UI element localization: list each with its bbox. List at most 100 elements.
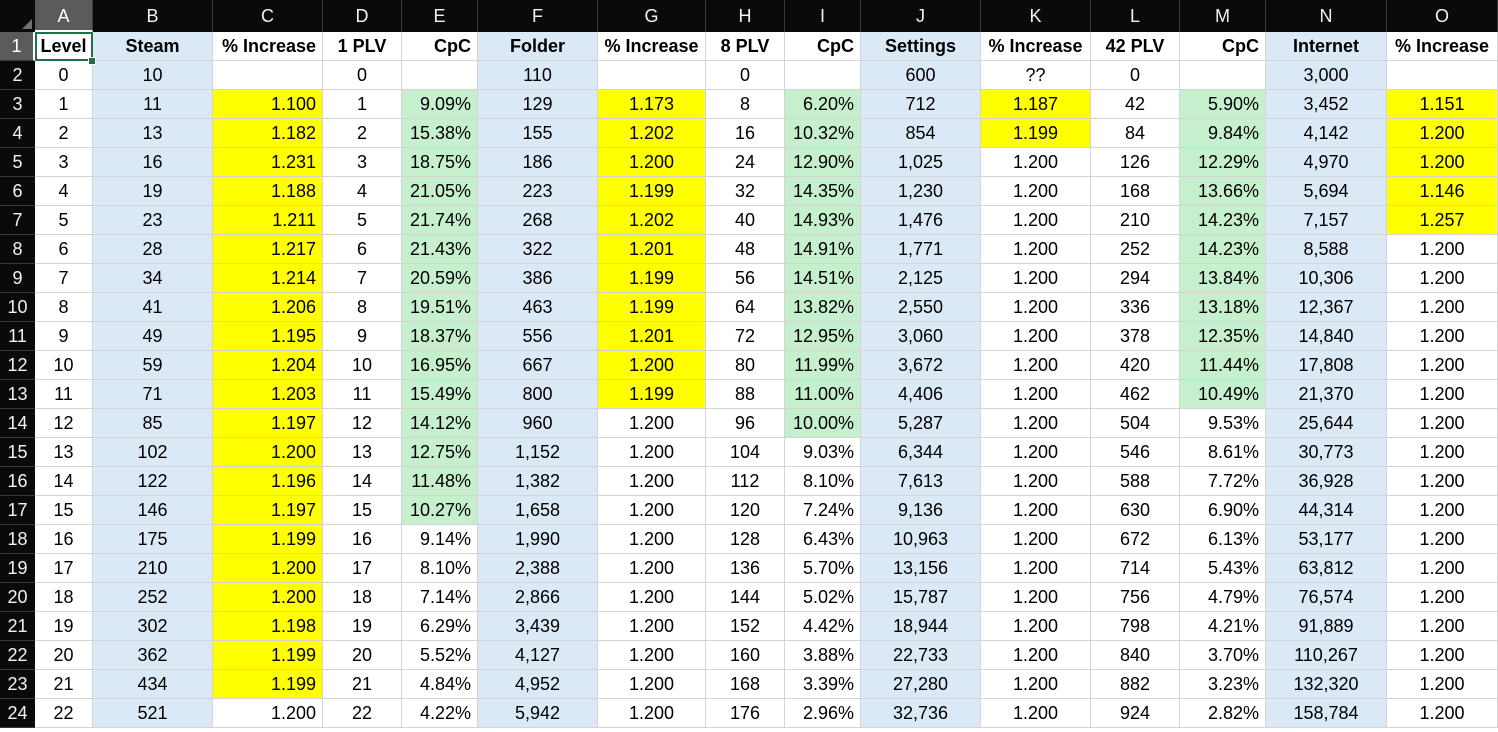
cell-j6[interactable]: 1,230	[861, 177, 981, 206]
column-header-c[interactable]: C	[213, 0, 323, 32]
cell-g18[interactable]: 1.200	[598, 525, 706, 554]
cell-m18[interactable]: 6.13%	[1180, 525, 1266, 554]
row-header-17[interactable]: 17	[0, 496, 35, 525]
cell-c18[interactable]: 1.199	[213, 525, 323, 554]
cell-e8[interactable]: 21.43%	[402, 235, 478, 264]
cell-d10[interactable]: 8	[323, 293, 402, 322]
cell-b2[interactable]: 10	[93, 61, 213, 90]
cell-d6[interactable]: 4	[323, 177, 402, 206]
cell-f19[interactable]: 2,388	[478, 554, 598, 583]
cell-o13[interactable]: 1.200	[1387, 380, 1498, 409]
cell-a12[interactable]: 10	[35, 351, 93, 380]
cell-m24[interactable]: 2.82%	[1180, 699, 1266, 728]
cell-l12[interactable]: 420	[1091, 351, 1180, 380]
cell-c21[interactable]: 1.198	[213, 612, 323, 641]
cell-b17[interactable]: 146	[93, 496, 213, 525]
cell-o17[interactable]: 1.200	[1387, 496, 1498, 525]
cell-a1[interactable]: Level	[35, 32, 93, 61]
cell-i13[interactable]: 11.00%	[785, 380, 861, 409]
cell-j18[interactable]: 10,963	[861, 525, 981, 554]
cell-b23[interactable]: 434	[93, 670, 213, 699]
cell-i6[interactable]: 14.35%	[785, 177, 861, 206]
cell-b11[interactable]: 49	[93, 322, 213, 351]
cell-d1[interactable]: 1 PLV	[323, 32, 402, 61]
cell-h19[interactable]: 136	[706, 554, 785, 583]
cell-f4[interactable]: 155	[478, 119, 598, 148]
cell-n15[interactable]: 30,773	[1266, 438, 1387, 467]
cell-h22[interactable]: 160	[706, 641, 785, 670]
cell-a14[interactable]: 12	[35, 409, 93, 438]
cell-c24[interactable]: 1.200	[213, 699, 323, 728]
cell-h24[interactable]: 176	[706, 699, 785, 728]
cell-e15[interactable]: 12.75%	[402, 438, 478, 467]
cell-m9[interactable]: 13.84%	[1180, 264, 1266, 293]
cell-g14[interactable]: 1.200	[598, 409, 706, 438]
cell-h9[interactable]: 56	[706, 264, 785, 293]
cell-j21[interactable]: 18,944	[861, 612, 981, 641]
cell-m1[interactable]: CpC	[1180, 32, 1266, 61]
cell-b4[interactable]: 13	[93, 119, 213, 148]
cell-i8[interactable]: 14.91%	[785, 235, 861, 264]
cell-g15[interactable]: 1.200	[598, 438, 706, 467]
cell-f9[interactable]: 386	[478, 264, 598, 293]
cell-c6[interactable]: 1.188	[213, 177, 323, 206]
cell-k6[interactable]: 1.200	[981, 177, 1091, 206]
cell-b19[interactable]: 210	[93, 554, 213, 583]
cell-o6[interactable]: 1.146	[1387, 177, 1498, 206]
cell-e3[interactable]: 9.09%	[402, 90, 478, 119]
cell-a5[interactable]: 3	[35, 148, 93, 177]
cell-i20[interactable]: 5.02%	[785, 583, 861, 612]
cell-g11[interactable]: 1.201	[598, 322, 706, 351]
cell-i22[interactable]: 3.88%	[785, 641, 861, 670]
cell-o24[interactable]: 1.200	[1387, 699, 1498, 728]
cell-j11[interactable]: 3,060	[861, 322, 981, 351]
cell-n5[interactable]: 4,970	[1266, 148, 1387, 177]
cell-c20[interactable]: 1.200	[213, 583, 323, 612]
cell-a22[interactable]: 20	[35, 641, 93, 670]
cell-e21[interactable]: 6.29%	[402, 612, 478, 641]
cell-g4[interactable]: 1.202	[598, 119, 706, 148]
cell-c2[interactable]	[213, 61, 323, 90]
row-header-23[interactable]: 23	[0, 670, 35, 699]
cell-a21[interactable]: 19	[35, 612, 93, 641]
cell-b13[interactable]: 71	[93, 380, 213, 409]
cell-j9[interactable]: 2,125	[861, 264, 981, 293]
column-header-f[interactable]: F	[478, 0, 598, 32]
cell-d9[interactable]: 7	[323, 264, 402, 293]
cell-h21[interactable]: 152	[706, 612, 785, 641]
cell-k23[interactable]: 1.200	[981, 670, 1091, 699]
row-header-10[interactable]: 10	[0, 293, 35, 322]
cell-b10[interactable]: 41	[93, 293, 213, 322]
cell-m5[interactable]: 12.29%	[1180, 148, 1266, 177]
cell-j8[interactable]: 1,771	[861, 235, 981, 264]
cell-g1[interactable]: % Increase	[598, 32, 706, 61]
cell-l6[interactable]: 168	[1091, 177, 1180, 206]
cell-d23[interactable]: 21	[323, 670, 402, 699]
cell-k22[interactable]: 1.200	[981, 641, 1091, 670]
cell-k7[interactable]: 1.200	[981, 206, 1091, 235]
cell-l4[interactable]: 84	[1091, 119, 1180, 148]
cell-a20[interactable]: 18	[35, 583, 93, 612]
cell-g16[interactable]: 1.200	[598, 467, 706, 496]
cell-c3[interactable]: 1.100	[213, 90, 323, 119]
cell-m21[interactable]: 4.21%	[1180, 612, 1266, 641]
cell-i2[interactable]	[785, 61, 861, 90]
cell-k4[interactable]: 1.199	[981, 119, 1091, 148]
cell-m7[interactable]: 14.23%	[1180, 206, 1266, 235]
cell-g5[interactable]: 1.200	[598, 148, 706, 177]
column-header-m[interactable]: M	[1180, 0, 1266, 32]
cell-g6[interactable]: 1.199	[598, 177, 706, 206]
cell-h13[interactable]: 88	[706, 380, 785, 409]
cell-b8[interactable]: 28	[93, 235, 213, 264]
cell-k9[interactable]: 1.200	[981, 264, 1091, 293]
cell-l9[interactable]: 294	[1091, 264, 1180, 293]
cell-n18[interactable]: 53,177	[1266, 525, 1387, 554]
cell-j22[interactable]: 22,733	[861, 641, 981, 670]
cell-f2[interactable]: 110	[478, 61, 598, 90]
cell-i19[interactable]: 5.70%	[785, 554, 861, 583]
cell-b3[interactable]: 11	[93, 90, 213, 119]
cell-h14[interactable]: 96	[706, 409, 785, 438]
cell-e18[interactable]: 9.14%	[402, 525, 478, 554]
cell-o23[interactable]: 1.200	[1387, 670, 1498, 699]
row-header-7[interactable]: 7	[0, 206, 35, 235]
